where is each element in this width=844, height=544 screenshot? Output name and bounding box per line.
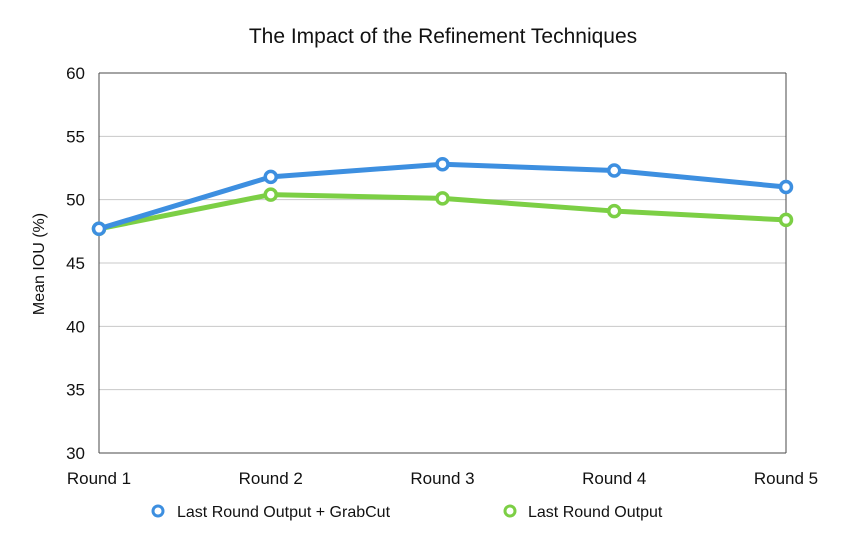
chart-title: The Impact of the Refinement Techniques	[249, 25, 637, 48]
data-point	[435, 191, 450, 206]
data-point	[263, 169, 278, 185]
x-tick-label: Round 3	[410, 469, 474, 488]
y-tick-label: 30	[66, 444, 85, 463]
y-tick-label: 55	[66, 127, 85, 146]
data-point	[435, 156, 450, 172]
series-0	[91, 156, 794, 237]
y-tick-label: 50	[66, 191, 85, 210]
y-tick-label: 40	[66, 317, 85, 336]
legend-label-0: Last Round Output + GrabCut	[177, 504, 391, 521]
legend-label-1: Last Round Output	[528, 504, 663, 521]
x-tick-label: Round 5	[754, 469, 818, 488]
data-point	[607, 163, 622, 178]
x-axis-ticks: Round 1 Round 2 Round 3 Round 4 Round 5	[67, 469, 818, 488]
legend: Last Round Output + GrabCut Last Round Ou…	[151, 504, 663, 521]
data-point	[778, 212, 794, 228]
y-axis-title: Mean IOU (%)	[31, 213, 48, 315]
series-1	[91, 187, 794, 237]
data-point	[607, 203, 622, 219]
legend-marker-0	[151, 504, 165, 518]
legend-marker-1	[503, 504, 517, 518]
x-tick-label: Round 2	[239, 469, 303, 488]
data-point	[778, 179, 794, 195]
grid	[98, 72, 787, 454]
y-tick-label: 35	[66, 381, 85, 400]
series	[91, 156, 794, 237]
y-tick-label: 60	[66, 64, 85, 83]
x-tick-label: Round 4	[582, 469, 646, 488]
y-tick-label: 45	[66, 254, 85, 273]
y-axis-ticks: 30 35 40 45 50 55 60	[66, 64, 85, 463]
data-point	[263, 187, 278, 202]
x-tick-label: Round 1	[67, 469, 131, 488]
data-point	[91, 221, 107, 237]
